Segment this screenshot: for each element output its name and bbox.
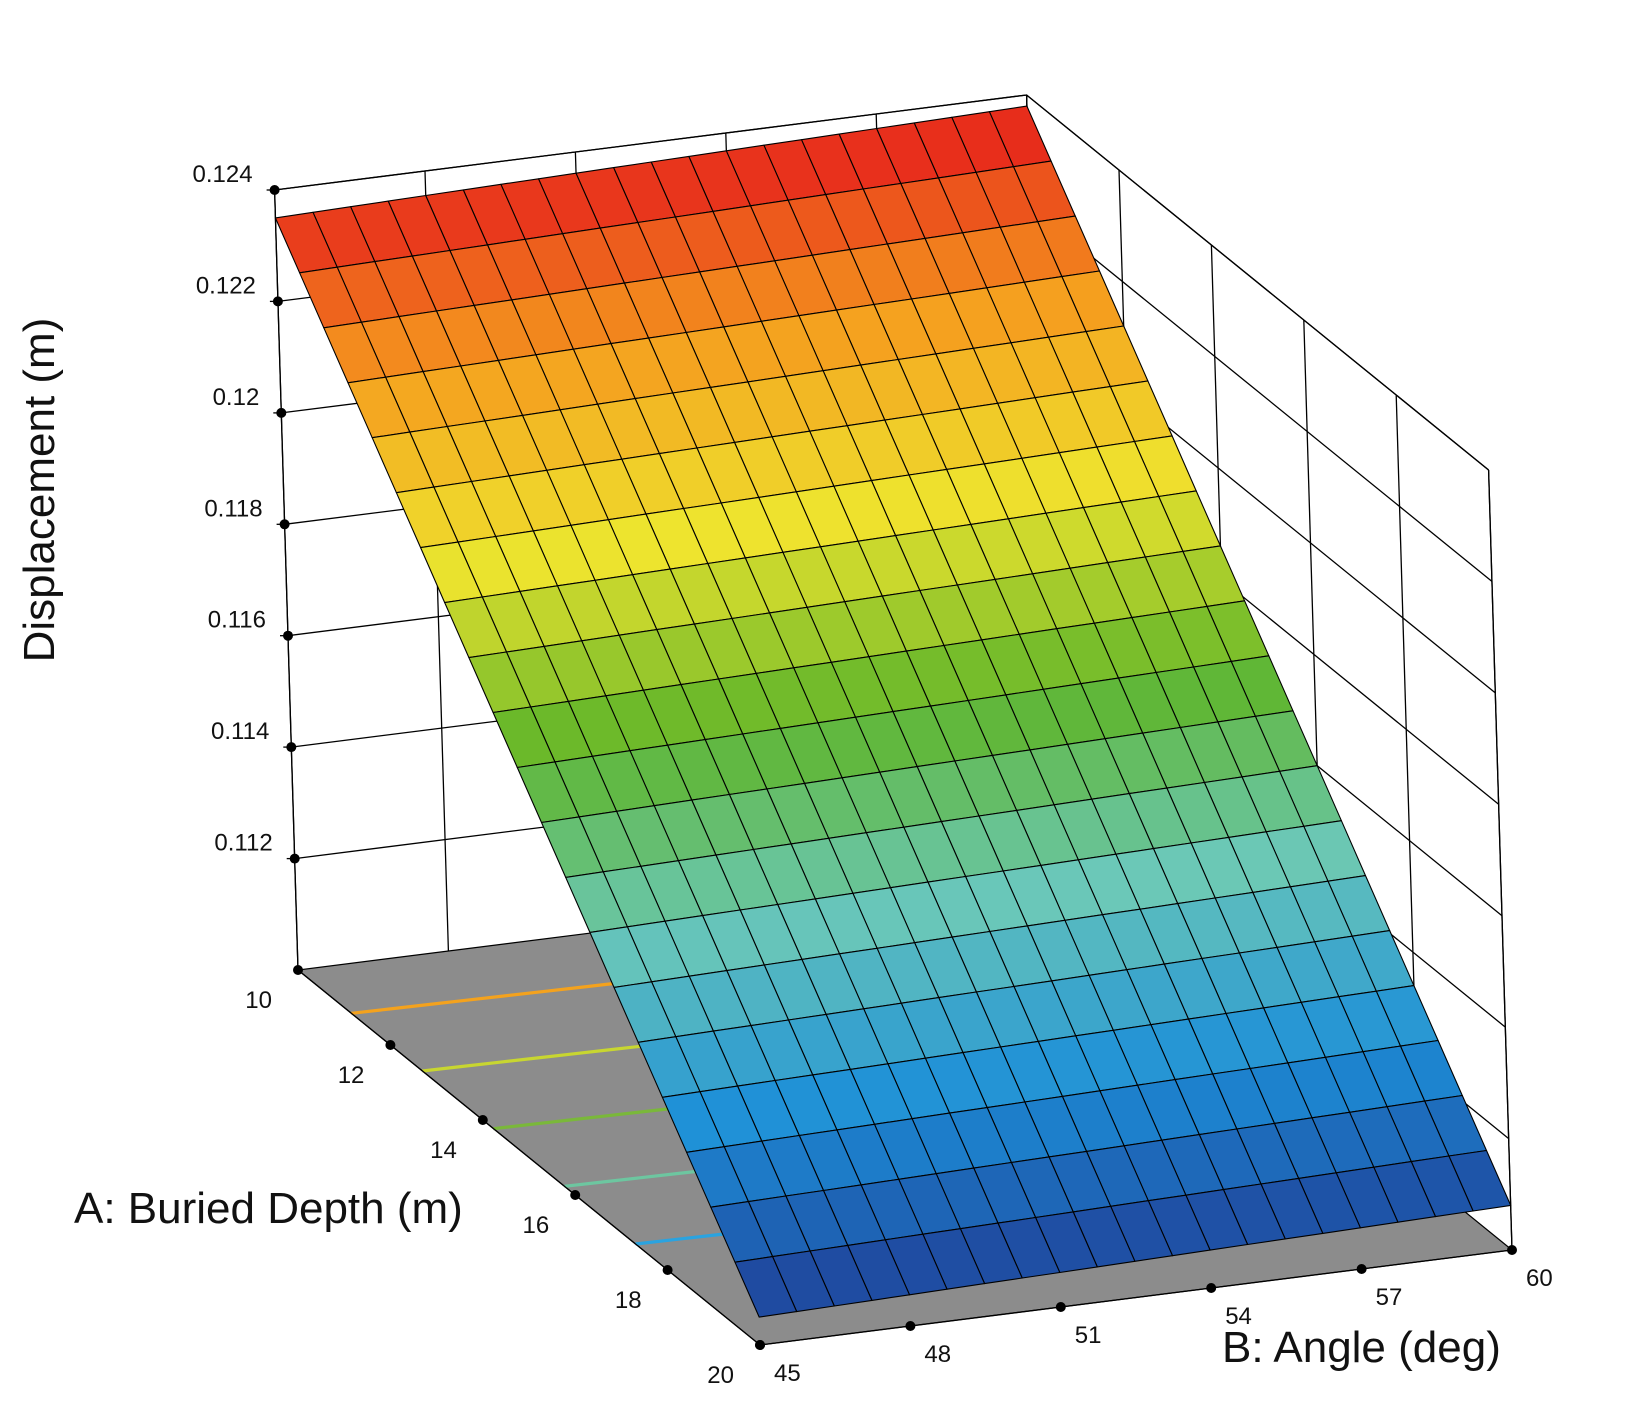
x-tick-label: 16 — [522, 1212, 549, 1239]
z-tick-dot — [286, 742, 297, 753]
z-tick-label: 0.12 — [213, 384, 260, 411]
z-tick-label: 0.114 — [211, 718, 269, 745]
surface-cell — [734, 1256, 798, 1318]
y-tick-dot — [1356, 1264, 1367, 1274]
y-tick-dot — [755, 1340, 765, 1350]
z-tick-dot — [279, 519, 290, 530]
z-tick-dot — [289, 853, 300, 864]
z-axis-title: Displacement (m) — [15, 318, 64, 663]
x-tick-label: 10 — [245, 987, 272, 1014]
x-tick-label: 18 — [615, 1287, 642, 1314]
chart-frame-front — [273, 189, 1513, 1346]
y-tick-dot — [1507, 1245, 1517, 1255]
y-tick-label: 60 — [1526, 1265, 1553, 1292]
z-tick-label: 0.122 — [196, 272, 256, 299]
x-tick-label: 20 — [707, 1362, 734, 1389]
x-axis-title: A: Buried Depth (m) — [74, 1184, 463, 1233]
z-tick-label: 0.118 — [204, 495, 262, 522]
x-tick-dot — [477, 1115, 488, 1125]
y-tick-dot — [905, 1321, 916, 1331]
x-tick-label: 12 — [338, 1062, 365, 1089]
x-tick-label: 14 — [430, 1137, 457, 1164]
x-tick-dot — [570, 1190, 581, 1200]
y-tick-label: 57 — [1376, 1284, 1403, 1311]
z-tick-dot — [272, 296, 283, 307]
y-tick-label: 54 — [1225, 1303, 1252, 1330]
y-tick-label: 48 — [924, 1341, 951, 1368]
x-tick-dot — [293, 965, 303, 975]
y-axis-title: B: Angle (deg) — [1222, 1323, 1501, 1372]
z-tick-label: 0.116 — [208, 607, 266, 634]
response-surface — [274, 105, 1512, 1318]
y-tick-dot — [1055, 1302, 1066, 1312]
x-tick-dot — [662, 1265, 673, 1275]
z-tick-dot — [276, 407, 287, 418]
y-tick-label: 51 — [1075, 1322, 1102, 1349]
z-tick-label: 0.124 — [193, 161, 253, 188]
z-tick-dot — [283, 630, 293, 641]
y-tick-label: 45 — [774, 1360, 801, 1387]
y-tick-dot — [1206, 1283, 1217, 1293]
z-tick-dot — [269, 185, 280, 195]
frame-front-edges — [273, 189, 1513, 1346]
z-tick-label: 0.112 — [214, 830, 272, 857]
x-tick-dot — [385, 1040, 396, 1050]
axis-ticks: 0.112 0.114 0.116 0.118 0.12 0.122 0.124 10 12 14… — [193, 161, 1553, 1389]
x-gridline — [1487, 469, 1513, 1251]
